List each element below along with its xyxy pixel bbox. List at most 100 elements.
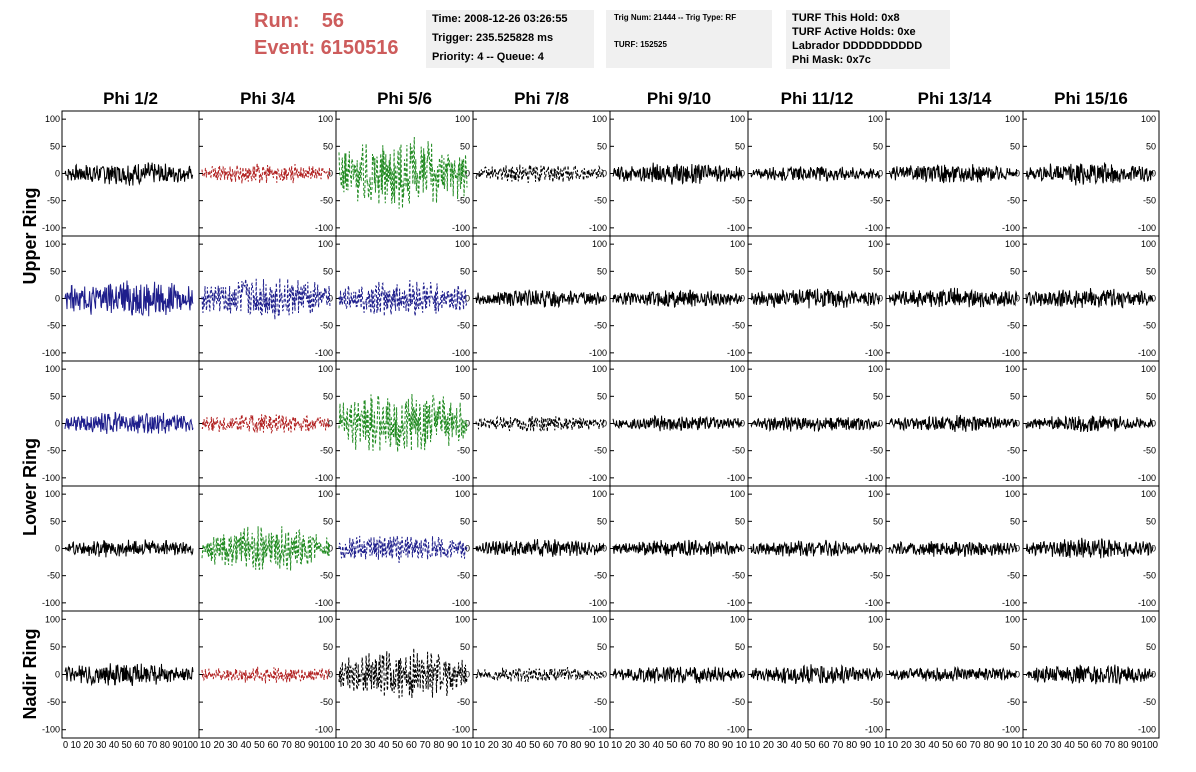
y-tick-label: 0 [878, 544, 883, 554]
y-tick-label: -50 [1143, 446, 1156, 456]
y-tick-label: -50 [1007, 446, 1020, 456]
y-tick-label: -50 [1143, 697, 1156, 707]
y-tick-label: -50 [457, 697, 470, 707]
trigger-info-box: Trig Num: 21444 -- Trig Type: RF TURF: 1… [606, 10, 772, 68]
y-tick-label: -50 [594, 571, 607, 581]
waveform-trace [475, 289, 605, 309]
y-tick-label: 50 [460, 266, 470, 276]
y-tick-label: -50 [1007, 697, 1020, 707]
y-tick-label: -50 [1007, 571, 1020, 581]
y-tick-label: 100 [868, 614, 883, 624]
y-tick-label: 0 [740, 294, 745, 304]
y-tick-label: 100 [868, 489, 883, 499]
y-tick-label: 0 [55, 169, 60, 179]
waveform-trace [201, 162, 331, 184]
waveform-trace [475, 539, 605, 557]
waveform-trace [888, 540, 1018, 558]
y-tick-label: 50 [1010, 141, 1020, 151]
y-tick-label: -100 [1002, 473, 1020, 483]
y-tick-label: 100 [45, 114, 60, 124]
y-tick-label: -50 [1143, 571, 1156, 581]
x-tick-labels: 10 20 30 40 50 60 70 80 90 10 [337, 740, 472, 751]
column-title: Phi 15/16 [1054, 89, 1128, 108]
y-tick-label: -50 [1007, 196, 1020, 206]
y-tick-label: 50 [873, 391, 883, 401]
y-tick-label: -100 [315, 725, 333, 735]
y-tick-label: -100 [865, 348, 883, 358]
y-tick-label: 100 [45, 489, 60, 499]
labrador-text: Labrador DDDDDDDDDD [792, 40, 923, 52]
ring-label: Upper Ring [20, 188, 40, 285]
y-tick-label: 50 [460, 141, 470, 151]
waveform-trace [64, 162, 194, 186]
y-tick-label: 50 [1146, 391, 1156, 401]
y-tick-label: -100 [865, 598, 883, 608]
y-tick-label: 0 [465, 169, 470, 179]
y-tick-label: 50 [873, 642, 883, 652]
y-tick-label: -50 [320, 446, 333, 456]
y-tick-label: -50 [594, 446, 607, 456]
y-tick-label: 0 [1151, 294, 1156, 304]
y-tick-label: 50 [1146, 266, 1156, 276]
y-tick-label: -50 [732, 697, 745, 707]
y-tick-label: -50 [320, 697, 333, 707]
y-tick-label: 100 [318, 489, 333, 499]
y-tick-label: 100 [1005, 114, 1020, 124]
y-tick-label: 100 [45, 239, 60, 249]
y-tick-label: 100 [1141, 614, 1156, 624]
y-tick-label: -100 [589, 598, 607, 608]
y-tick-label: -100 [42, 725, 60, 735]
y-tick-label: 100 [1005, 489, 1020, 499]
turf-active-holds-text: TURF Active Holds: 0xe [792, 26, 916, 38]
x-tick-labels: 10 20 30 40 50 60 70 80 90100 [1024, 740, 1158, 751]
y-tick-label: -100 [865, 473, 883, 483]
y-tick-label: 0 [740, 169, 745, 179]
y-tick-label: 50 [1010, 391, 1020, 401]
y-tick-label: 0 [1151, 544, 1156, 554]
waveform-trace [750, 539, 881, 557]
y-tick-label: -100 [589, 725, 607, 735]
y-tick-label: 0 [740, 419, 745, 429]
y-tick-label: 100 [592, 239, 607, 249]
y-tick-label: -50 [1143, 321, 1156, 331]
waveform-trace [1026, 664, 1154, 685]
y-tick-label: 100 [730, 364, 745, 374]
y-tick-label: 50 [50, 516, 60, 526]
waveform-trace [888, 287, 1018, 308]
trigger-text: Trigger: 235.525828 ms [432, 32, 554, 44]
y-tick-label: -50 [732, 196, 745, 206]
y-tick-label: 0 [328, 419, 333, 429]
y-tick-label: -100 [315, 598, 333, 608]
waveform-trace [475, 414, 605, 434]
x-tick-labels: 10 20 30 40 50 60 70 80 90 10 [887, 740, 1022, 751]
panel-frame [747, 360, 887, 487]
y-tick-label: 100 [1141, 114, 1156, 124]
waveform-trace [750, 288, 881, 309]
y-tick-label: 0 [602, 419, 607, 429]
x-tick-labels: 10 20 30 40 50 60 70 80 90100 [200, 740, 335, 751]
waveform-trace [1025, 415, 1154, 433]
x-tick-labels: 10 20 30 40 50 60 70 80 90 10 [611, 740, 747, 751]
y-tick-label: 0 [328, 169, 333, 179]
waveform-trace [475, 666, 605, 683]
y-tick-label: 50 [597, 516, 607, 526]
y-tick-label: 0 [328, 670, 333, 680]
column-title: Phi 3/4 [240, 89, 295, 108]
run-number: Run: 56 [254, 10, 345, 32]
y-tick-label: -100 [1138, 598, 1156, 608]
y-tick-label: -100 [1002, 223, 1020, 233]
waveform-trace [64, 539, 194, 558]
y-tick-label: 0 [1151, 169, 1156, 179]
x-tick-labels: 10 20 30 40 50 60 70 80 90 10 [474, 740, 609, 751]
y-tick-label: 0 [55, 544, 60, 554]
waveform-trace [338, 280, 468, 317]
y-tick-label: 0 [878, 670, 883, 680]
y-tick-label: 50 [50, 642, 60, 652]
waveform-trace [338, 535, 468, 564]
y-tick-label: -100 [727, 223, 745, 233]
y-tick-label: -50 [732, 446, 745, 456]
waveform-trace [888, 414, 1018, 433]
y-tick-label: 100 [318, 239, 333, 249]
y-tick-label: 100 [455, 489, 470, 499]
